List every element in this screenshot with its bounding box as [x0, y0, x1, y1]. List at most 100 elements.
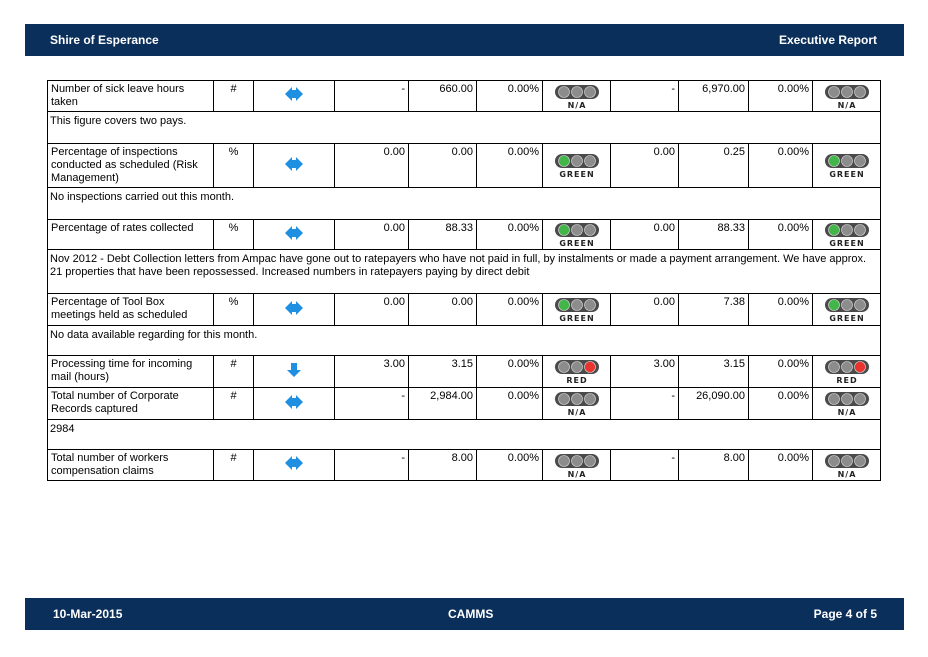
lamp — [570, 155, 583, 167]
comment-row: This figure covers two pays. — [47, 111, 881, 144]
lamp — [557, 299, 570, 311]
lamp — [853, 155, 866, 167]
lamp — [827, 224, 840, 236]
value-cell: 0.25 — [678, 143, 749, 188]
lamp — [583, 454, 596, 467]
value-cell: 26,090.00 — [678, 387, 749, 420]
unit: # — [213, 449, 254, 481]
light-label: N/A — [567, 470, 586, 479]
lamp — [827, 393, 840, 405]
value-cell: - — [334, 80, 409, 112]
traffic-light: N/A — [824, 84, 869, 110]
header-bar: Shire of Esperance Executive Report — [25, 24, 904, 56]
value-cell: 8.00 — [408, 449, 477, 481]
value-cell: - — [610, 80, 679, 112]
status: N/A — [542, 80, 611, 112]
lamp — [570, 454, 583, 467]
traffic-light: GREEN — [554, 223, 599, 248]
status: GREEN — [812, 143, 881, 188]
trend-shape — [285, 456, 303, 470]
status: N/A — [542, 449, 611, 481]
light-label: N/A — [837, 101, 856, 110]
comment: 2984 — [47, 419, 881, 450]
trend — [253, 143, 335, 188]
status: GREEN — [542, 293, 611, 326]
trend — [253, 449, 335, 481]
value-cell: 0.00 — [334, 293, 409, 326]
lamp — [570, 85, 583, 98]
trend-shape — [285, 225, 303, 240]
value-cell: 8.00 — [678, 449, 749, 481]
status: GREEN — [812, 293, 881, 326]
lamp — [557, 85, 570, 98]
trend-icon — [287, 362, 301, 377]
unit: # — [213, 80, 254, 112]
value-cell: 3.00 — [610, 355, 679, 388]
status: RED — [542, 355, 611, 388]
value-cell: 3.15 — [408, 355, 477, 388]
lamp — [557, 393, 570, 405]
value-cell: 6,970.00 — [678, 80, 749, 112]
lamp — [570, 361, 583, 373]
comment: This figure covers two pays. — [47, 111, 881, 144]
trend-icon — [285, 394, 303, 409]
lamp — [840, 393, 853, 405]
light-label: N/A — [837, 408, 856, 417]
trend — [253, 355, 335, 388]
lamp — [840, 224, 853, 236]
status: RED — [812, 355, 881, 388]
value-cell: 0.00% — [476, 387, 543, 420]
measure: Percentage of Tool Box meetings held as … — [47, 293, 214, 326]
trend-shape — [287, 362, 301, 377]
lamp — [853, 454, 866, 467]
lamp — [557, 454, 570, 467]
light-label: GREEN — [829, 314, 864, 323]
lamp — [853, 85, 866, 98]
footer-date: 10-Mar-2015 — [53, 607, 123, 621]
value-cell: 0.00% — [476, 449, 543, 481]
trend-icon — [285, 156, 303, 171]
lamp — [570, 393, 583, 405]
measure: Total number of Corporate Records captur… — [47, 387, 214, 420]
status: GREEN — [542, 219, 611, 250]
value-cell: 0.00% — [748, 387, 813, 420]
lamp — [853, 299, 866, 311]
value-cell: 7.38 — [678, 293, 749, 326]
trend-icon — [285, 300, 303, 315]
lamp — [840, 299, 853, 311]
table-row: Percentage of inspections conducted as s… — [47, 143, 881, 188]
value-cell: 88.33 — [678, 219, 749, 250]
value-cell: 3.00 — [334, 355, 409, 388]
lamp — [557, 361, 570, 373]
trend — [253, 387, 335, 420]
lamp — [840, 85, 853, 98]
lamp — [840, 361, 853, 373]
status: GREEN — [812, 219, 881, 250]
comment-row: No data available regarding for this mon… — [47, 325, 881, 356]
table-row: Total number of workers compensation cla… — [47, 449, 881, 481]
status: GREEN — [542, 143, 611, 188]
footer-center: CAMMS — [448, 607, 494, 621]
measure: Processing time for incoming mail (hours… — [47, 355, 214, 388]
lamp — [583, 299, 596, 311]
value-cell: 88.33 — [408, 219, 477, 250]
header-report: Executive Report — [778, 33, 877, 47]
light-label: N/A — [567, 408, 586, 417]
comment: No data available regarding for this mon… — [47, 325, 881, 356]
lamp — [570, 224, 583, 236]
lamp — [840, 155, 853, 167]
value-cell: 0.00% — [476, 355, 543, 388]
value-cell: 0.00% — [748, 355, 813, 388]
measure: Percentage of rates collected — [47, 219, 214, 250]
status: N/A — [812, 80, 881, 112]
measure: Percentage of inspections conducted as s… — [47, 143, 214, 188]
light-label: N/A — [567, 101, 586, 110]
traffic-light: GREEN — [554, 298, 599, 323]
value-cell: 3.15 — [678, 355, 749, 388]
lamp — [827, 299, 840, 311]
lamp — [583, 155, 596, 167]
lamp — [853, 393, 866, 405]
table-row: Total number of Corporate Records captur… — [47, 387, 881, 420]
traffic-light: GREEN — [824, 154, 869, 179]
value-cell: - — [334, 387, 409, 420]
